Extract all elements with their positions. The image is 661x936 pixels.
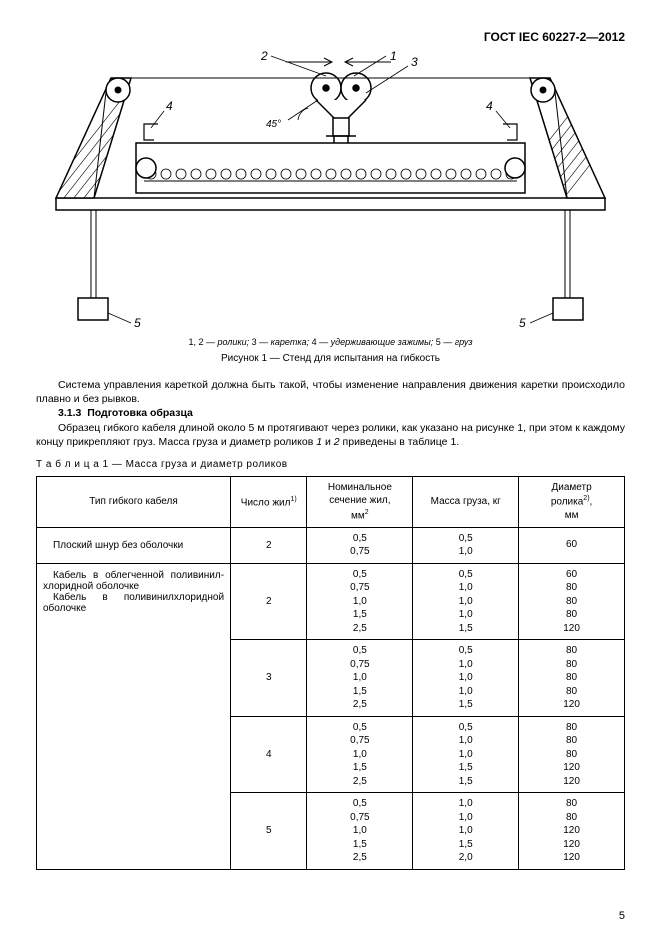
table-row: Кабель в облегченной поливинил-хлоридной…	[37, 563, 625, 640]
label-1: 1	[390, 49, 397, 63]
page: ГОСТ IEC 60227-2—2012	[0, 0, 661, 936]
table-1: Тип гибкого кабеля Число жил1) Номинальн…	[36, 476, 625, 870]
cell-cores: 3	[231, 640, 307, 717]
cell-diameter: 808080120120	[519, 716, 625, 793]
cell-section: 0,50,751,01,52,5	[307, 640, 413, 717]
th-diam: Диаметрролика2),мм	[519, 476, 625, 527]
th-section: Номинальноесечение жил,мм2	[307, 476, 413, 527]
para-2: Образец гибкого кабеля длиной около 5 м …	[36, 421, 625, 449]
cell-section: 0,50,751,01,52,5	[307, 793, 413, 870]
cell-section: 0,50,751,01,52,5	[307, 716, 413, 793]
table-row: Плоский шнур без оболочки20,50,750,51,06…	[37, 527, 625, 563]
th-type: Тип гибкого кабеля	[37, 476, 231, 527]
cell-cores: 2	[231, 563, 307, 640]
page-number: 5	[619, 910, 625, 922]
label-4r: 4	[486, 99, 493, 113]
label-5l: 5	[134, 316, 141, 328]
cell-section: 0,50,751,01,52,5	[307, 563, 413, 640]
section-3-1-3: 3.1.3 Подготовка образца	[36, 406, 625, 420]
body-text: Система управления кареткой должна быть …	[36, 378, 625, 449]
cell-cores: 4	[231, 716, 307, 793]
table-header-row: Тип гибкого кабеля Число жил1) Номинальн…	[37, 476, 625, 527]
figure-1: 45° 2 1 3 4	[36, 48, 625, 328]
document-header: ГОСТ IEC 60227-2—2012	[36, 30, 625, 44]
th-cores: Число жил1)	[231, 476, 307, 527]
cell-diameter: 60808080120	[519, 563, 625, 640]
label-4l: 4	[166, 99, 173, 113]
figure-caption: Рисунок 1 — Стенд для испытания на гибко…	[36, 353, 625, 364]
cell-type: Кабель в облегченной поливинил-хлоридной…	[37, 563, 231, 869]
cell-cores: 2	[231, 527, 307, 563]
cell-cores: 5	[231, 793, 307, 870]
th-mass: Масса груза, кг	[413, 476, 519, 527]
cell-mass: 0,51,01,01,51,5	[413, 716, 519, 793]
para-1: Система управления кареткой должна быть …	[36, 378, 625, 406]
label-3: 3	[411, 55, 418, 69]
label-5r: 5	[519, 316, 526, 328]
cell-mass: 0,51,01,01,01,5	[413, 563, 519, 640]
cell-mass: 1,01,01,01,52,0	[413, 793, 519, 870]
figure-legend: 1, 2 — ролики; 3 — каретка; 4 — удержива…	[36, 337, 625, 347]
cell-diameter: 80808080120	[519, 640, 625, 717]
cell-mass: 0,51,01,01,01,5	[413, 640, 519, 717]
cell-diameter: 60	[519, 527, 625, 563]
cell-mass: 0,51,0	[413, 527, 519, 563]
label-2: 2	[260, 49, 268, 63]
cell-diameter: 8080120120120	[519, 793, 625, 870]
table-caption: Т а б л и ц а 1 — Масса груза и диаметр …	[36, 459, 625, 470]
cell-type: Плоский шнур без оболочки	[37, 527, 231, 563]
cell-section: 0,50,75	[307, 527, 413, 563]
angle-label: 45°	[266, 119, 281, 130]
